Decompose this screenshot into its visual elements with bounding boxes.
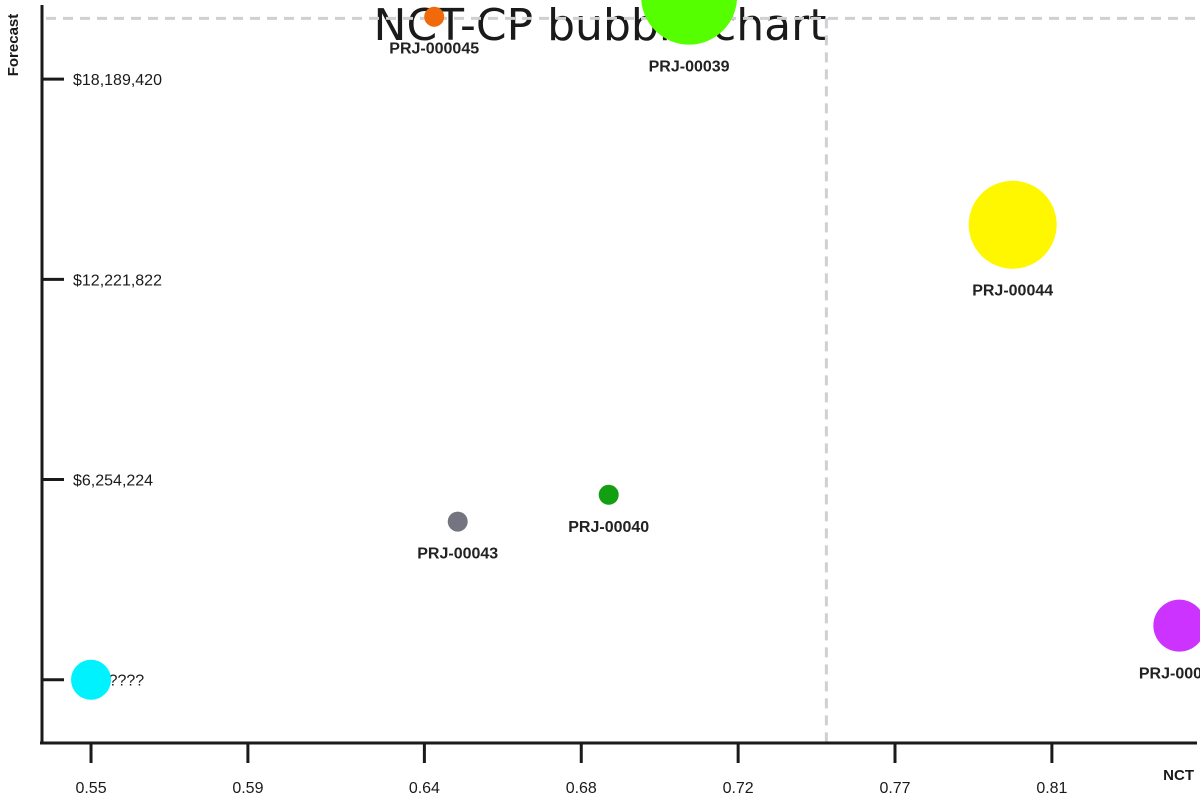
bubble <box>968 180 1057 269</box>
y-tick-label: $12,221,822 <box>73 272 162 289</box>
bubble-label: PRJ-00040 <box>568 519 649 536</box>
x-tick-label: 0.68 <box>566 780 597 797</box>
x-tick-label: 0.72 <box>723 780 754 797</box>
chart-title: NCT-CP bubble chart <box>374 0 827 51</box>
x-tick-label: 0.64 <box>409 780 440 797</box>
x-tick-label: 0.55 <box>75 780 106 797</box>
axes <box>40 5 1197 745</box>
bubble-label: PRJ-000045 <box>389 41 479 58</box>
bubble-label: PRJ-00039 <box>649 59 730 76</box>
y-tick-label: $18,189,420 <box>73 72 162 89</box>
bubble <box>641 0 737 45</box>
x-tick-label: 0.59 <box>232 780 263 797</box>
x-axis-label: NCT <box>1163 767 1194 784</box>
reference-lines <box>46 16 1197 743</box>
bubble <box>598 484 619 505</box>
bubble-label: PRJ-00043 <box>417 546 498 563</box>
bubbles <box>71 0 1200 700</box>
bubble <box>424 6 445 27</box>
bubble-labels: PRJ-000045 PRJ-00039 PRJ-00044 PRJ-00043 PRJ… <box>389 41 1200 683</box>
bubble <box>447 511 468 532</box>
bubble <box>71 659 112 700</box>
ticks: 0.550.590.640.680.720.770.81$???????$6,2… <box>42 72 1068 797</box>
x-tick-label: 0.77 <box>879 780 910 797</box>
x-tick-label: 0.81 <box>1036 780 1067 797</box>
y-tick-label: $6,254,224 <box>73 473 153 490</box>
bubble-label: PRJ-00042 <box>1139 666 1200 683</box>
bubble-label: PRJ-00044 <box>972 283 1053 300</box>
y-axis-label: Forecast <box>5 14 22 77</box>
bubble <box>1153 599 1200 652</box>
